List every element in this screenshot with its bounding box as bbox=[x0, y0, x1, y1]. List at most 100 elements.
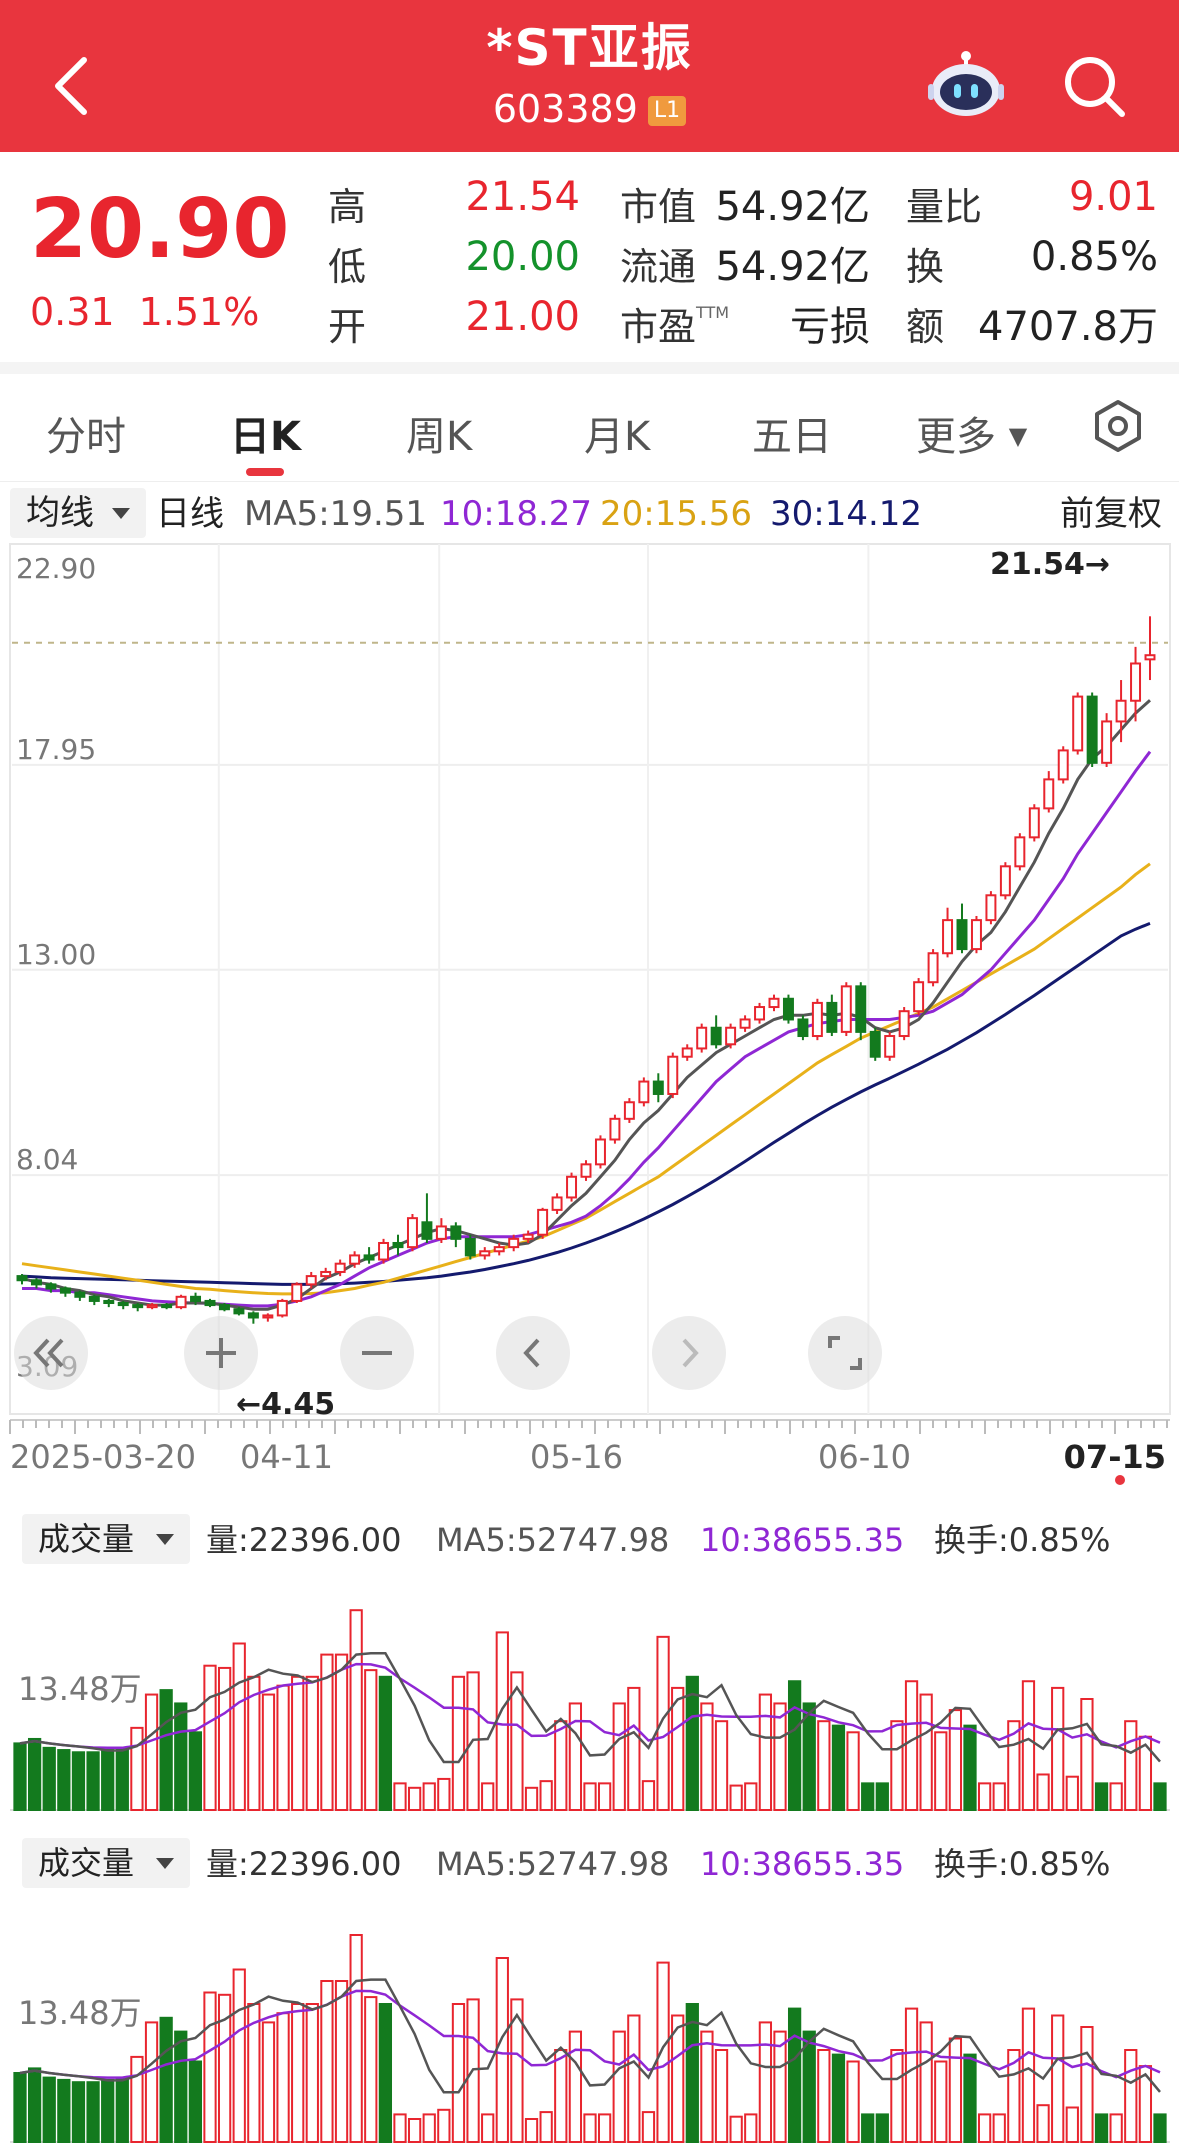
candle-up bbox=[508, 1237, 520, 1249]
volume-indicator-selector[interactable]: 成交量 bbox=[22, 1838, 190, 1888]
volume-bar-up bbox=[481, 1782, 495, 1811]
candle-up bbox=[305, 1275, 317, 1286]
zoom-out-button[interactable] bbox=[340, 1316, 414, 1390]
ma30-value: 30:14.12 bbox=[770, 494, 923, 534]
stock-title-block: *ST亚振 603389 L1 bbox=[0, 16, 1179, 134]
volume-bar-up bbox=[232, 1968, 246, 2143]
volume-bar-up bbox=[641, 1780, 656, 1811]
volume-bar-up bbox=[1021, 1680, 1036, 1811]
volume-bar-up bbox=[934, 2060, 948, 2143]
candle-up bbox=[1057, 749, 1069, 781]
stock-code: 603389 bbox=[492, 87, 638, 131]
volume-bar-up bbox=[130, 1726, 144, 1811]
volume-indicator-selector[interactable]: 成交量 bbox=[22, 1514, 190, 1564]
price-tick-label: 13.00 bbox=[16, 938, 96, 971]
zoom-in-button[interactable] bbox=[184, 1316, 258, 1390]
volume-bar-up bbox=[437, 1777, 451, 1811]
volume-bar-up bbox=[1080, 1698, 1094, 1811]
volume-bar-down bbox=[71, 2081, 86, 2143]
volume-bar-up bbox=[539, 1780, 553, 1811]
volume-bar-chart: 13.48万 bbox=[10, 1609, 1170, 1812]
volume-bar-down bbox=[831, 2053, 846, 2144]
candle-up bbox=[276, 1299, 288, 1317]
volume-bar-up bbox=[422, 2113, 436, 2143]
ma-legend-row: 均线 日线 MA5:19.51 10:18.27 20:15.56 30:14.… bbox=[0, 486, 1179, 542]
volume-bar-up bbox=[349, 1934, 363, 2143]
volume-bar-up bbox=[495, 1957, 509, 2143]
volume-bar-up bbox=[217, 1666, 232, 1811]
volume-bar-down bbox=[378, 1675, 393, 1811]
candle-up bbox=[927, 952, 939, 984]
volume-bar-down bbox=[71, 1751, 86, 1811]
adjust-mode[interactable]: 前复权 bbox=[1060, 494, 1162, 534]
candle-up bbox=[1115, 699, 1127, 723]
volume-bar-up bbox=[1109, 1782, 1123, 1811]
back-arrow-icon[interactable] bbox=[40, 46, 104, 126]
volume-bar-up bbox=[1051, 2014, 1065, 2143]
volume-ratio-value: 9.01 bbox=[1068, 174, 1158, 220]
volume-ma10-line bbox=[19, 1989, 1161, 2079]
robot-assistant-icon[interactable] bbox=[926, 50, 1006, 120]
volume-bar-up bbox=[276, 2012, 290, 2143]
tab-more[interactable]: 更多 ▼ bbox=[916, 414, 1028, 460]
candle-up bbox=[537, 1208, 549, 1236]
volume-value: 量:22396.00 bbox=[206, 1845, 402, 1883]
date-tick-label: 07-15 bbox=[1064, 1438, 1166, 1476]
volume-bar-up bbox=[130, 2055, 144, 2143]
scroll-right-button[interactable] bbox=[652, 1316, 726, 1390]
candle-down bbox=[117, 1302, 129, 1307]
volume-panel-1: 成交量 量:22396.00 MA5:52747.98 10:38655.35 … bbox=[0, 1508, 1179, 1818]
ma5-value: MA5:19.51 bbox=[244, 494, 428, 534]
fullscreen-button[interactable] bbox=[808, 1316, 882, 1390]
candle-down bbox=[204, 1299, 216, 1307]
volume-ma10: 10:38655.35 bbox=[700, 1521, 905, 1559]
mktcap-value: 54.92亿 bbox=[715, 184, 870, 230]
volume-bar-up bbox=[1051, 1686, 1065, 1811]
volume-ratio-label: 量比 bbox=[906, 185, 983, 229]
volume-bar-down bbox=[159, 1689, 173, 1811]
fullscreen-corners-icon bbox=[828, 1336, 862, 1370]
tab-monthly-k[interactable]: 月K bbox=[584, 414, 651, 460]
volume-bar-up bbox=[393, 1782, 407, 1811]
volume-bar-up bbox=[744, 2113, 758, 2143]
search-icon[interactable] bbox=[1060, 52, 1130, 122]
settings-hexagon-icon[interactable] bbox=[1090, 398, 1146, 454]
indicator-selector[interactable]: 均线 bbox=[10, 488, 146, 538]
tab-weekly-k[interactable]: 周K bbox=[406, 414, 473, 460]
candle-up bbox=[479, 1250, 491, 1257]
candle-up bbox=[349, 1254, 361, 1265]
candle-up bbox=[378, 1241, 390, 1261]
tab-intraday[interactable]: 分时 bbox=[46, 414, 126, 460]
candle-down bbox=[652, 1080, 664, 1095]
tab-daily-k[interactable]: 日K bbox=[230, 414, 301, 460]
candle-down bbox=[1086, 695, 1098, 764]
volume-bar-up bbox=[261, 1693, 276, 1811]
volume-bar-up bbox=[904, 2007, 919, 2143]
candle-up bbox=[884, 1035, 896, 1058]
scroll-left-fast-button[interactable] bbox=[14, 1316, 88, 1390]
volume-bar-up bbox=[291, 2003, 305, 2143]
volume-bar-up bbox=[700, 1702, 714, 1811]
volume-bar-up bbox=[144, 1693, 159, 1811]
volume-bar-up bbox=[451, 2003, 466, 2143]
volume-bar-up bbox=[992, 1782, 1006, 1811]
candle-down bbox=[392, 1241, 404, 1249]
change-percent: 1.51% bbox=[138, 290, 260, 334]
candle-up bbox=[999, 865, 1011, 897]
candle-down bbox=[132, 1304, 144, 1309]
volume-bar-up bbox=[568, 2030, 583, 2144]
period-label: 日线 bbox=[156, 494, 224, 534]
candle-up bbox=[811, 1001, 823, 1038]
volume-ma5-line bbox=[19, 1978, 1161, 2094]
ma10-value: 10:18.27 bbox=[440, 494, 593, 534]
tab-five-day[interactable]: 五日 bbox=[752, 414, 832, 460]
open-label: 开 bbox=[328, 305, 367, 349]
volume-bar-down bbox=[1153, 2113, 1167, 2143]
candle-down bbox=[710, 1026, 722, 1046]
volume-bar-up bbox=[1124, 2049, 1138, 2143]
volume-bar-down bbox=[831, 1724, 846, 1811]
scroll-left-button[interactable] bbox=[496, 1316, 570, 1390]
volume-bar-up bbox=[1124, 1720, 1138, 1811]
low-label: 低 bbox=[328, 245, 367, 289]
